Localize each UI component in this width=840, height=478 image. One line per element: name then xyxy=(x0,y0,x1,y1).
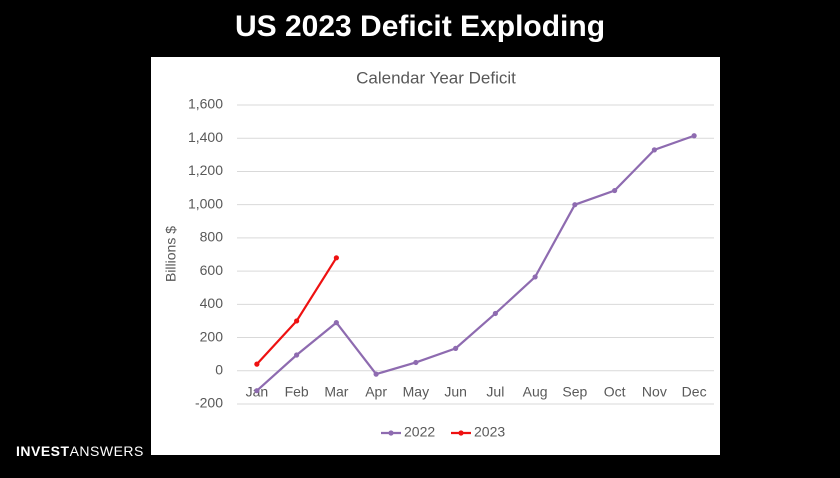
data-point xyxy=(453,345,459,351)
page-title: US 2023 Deficit Exploding xyxy=(235,10,605,43)
logo-bold: INVEST xyxy=(16,443,70,459)
logo-light: ANSWERS xyxy=(70,443,144,459)
chart-panel xyxy=(151,57,720,455)
x-tick-label: Oct xyxy=(604,383,626,399)
series-line xyxy=(256,134,695,392)
x-tick-label: Nov xyxy=(642,383,667,399)
y-tick-label: 1,000 xyxy=(188,195,223,211)
data-point xyxy=(294,318,300,324)
x-tick-label: Mar xyxy=(324,383,348,399)
data-point xyxy=(572,202,578,208)
data-point xyxy=(254,361,260,367)
x-tick-label: Jul xyxy=(486,383,504,399)
chart-title: Calendar Year Deficit xyxy=(356,68,516,87)
data-point xyxy=(691,133,697,139)
legend-label: 2023 xyxy=(474,424,505,440)
data-point xyxy=(413,359,419,366)
legend-marker xyxy=(458,430,464,436)
data-point xyxy=(294,352,300,358)
x-tick-label: Apr xyxy=(365,383,387,399)
data-point xyxy=(612,187,618,194)
data-point xyxy=(254,388,260,394)
x-tick-label: Feb xyxy=(285,383,309,399)
x-tick-label: Aug xyxy=(523,383,548,399)
y-tick-label: 1,200 xyxy=(188,162,223,178)
y-axis-label: Billions $ xyxy=(163,226,179,282)
legend-label: 2022 xyxy=(404,424,435,440)
y-tick-label: 400 xyxy=(200,295,224,311)
y-tick-label: 0 xyxy=(215,361,223,377)
x-tick-label: Dec xyxy=(682,383,707,399)
x-tick-label: May xyxy=(403,383,429,399)
y-tick-label: 800 xyxy=(200,229,224,245)
y-tick-label: -200 xyxy=(195,395,223,411)
y-tick-label: 600 xyxy=(200,262,224,278)
data-point xyxy=(651,147,657,153)
data-point xyxy=(492,310,498,317)
logo: INVESTANSWERS xyxy=(16,443,144,459)
x-tick-label: Jun xyxy=(444,383,467,399)
x-tick-label: Sep xyxy=(562,383,587,399)
y-tick-label: 200 xyxy=(200,328,224,344)
data-point xyxy=(532,274,538,280)
legend-marker xyxy=(388,430,394,436)
y-tick-label: 1,600 xyxy=(188,96,223,112)
data-point xyxy=(333,320,339,326)
data-point xyxy=(333,255,339,261)
data-point xyxy=(373,371,379,377)
y-tick-label: 1,400 xyxy=(188,129,223,145)
